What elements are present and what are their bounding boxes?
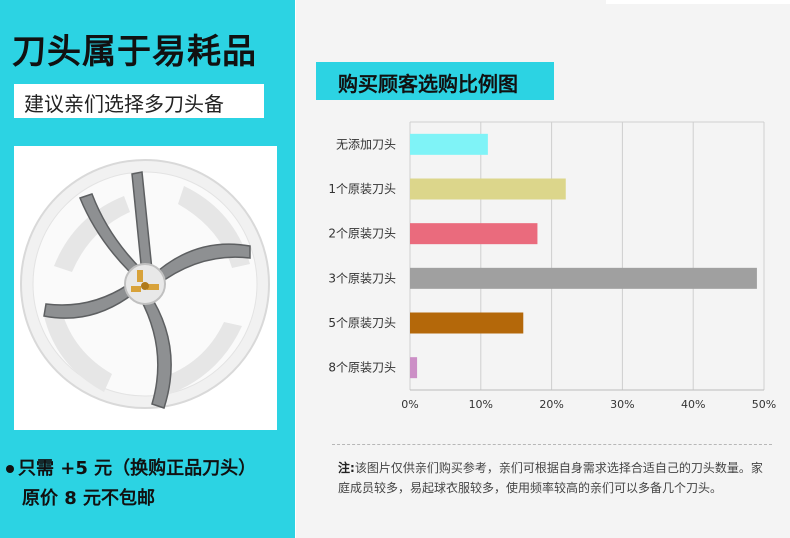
promo-line-1-text: 只需 +5 元（换购正品刀头） bbox=[18, 458, 257, 479]
headline: 刀头属于易耗品 bbox=[12, 32, 257, 72]
note-divider bbox=[332, 444, 772, 445]
note-lead: 注: bbox=[338, 461, 355, 475]
x-tick-label: 40% bbox=[681, 398, 705, 411]
x-tick-label: 0% bbox=[401, 398, 418, 411]
blade-disc-image bbox=[20, 159, 270, 409]
bar bbox=[410, 312, 524, 334]
note: 注:该图片仅供亲们购买参考，亲们可根据自身需求选择合适自己的刀头数量。家庭成员较… bbox=[338, 458, 768, 498]
bar bbox=[410, 178, 566, 200]
bar bbox=[410, 357, 418, 379]
chart-title-box: 购买顾客选购比例图 bbox=[316, 62, 554, 100]
plot-area bbox=[410, 122, 764, 390]
bar bbox=[410, 267, 757, 289]
x-tick-label: 20% bbox=[539, 398, 563, 411]
note-text: 该图片仅供亲们购买参考，亲们可根据自身需求选择合适自己的刀头数量。家庭成员较多，… bbox=[338, 461, 763, 495]
bar bbox=[410, 133, 488, 155]
category-label: 3个原装刀头 bbox=[328, 271, 396, 285]
subtitle-bar: 建议亲们选择多刀头备 bbox=[14, 84, 264, 118]
promo-line-2: 原价 8 元不包邮 bbox=[22, 488, 156, 509]
category-label: 5个原装刀头 bbox=[328, 316, 396, 330]
category-label: 1个原装刀头 bbox=[328, 182, 396, 196]
blade-photo bbox=[14, 146, 277, 430]
bullet-icon bbox=[6, 465, 14, 473]
x-tick-label: 50% bbox=[752, 398, 776, 411]
category-label: 8个原装刀头 bbox=[328, 361, 396, 375]
bar bbox=[410, 223, 538, 245]
x-tick-label: 10% bbox=[469, 398, 493, 411]
left-panel: 刀头属于易耗品 建议亲们选择多刀头备 bbox=[0, 0, 295, 538]
category-label: 无添加刀头 bbox=[336, 137, 396, 151]
top-divider bbox=[606, 0, 790, 4]
subtitle: 建议亲们选择多刀头备 bbox=[24, 92, 224, 116]
category-label: 2个原装刀头 bbox=[328, 227, 396, 241]
bar-chart: 0% 10% 20% 30% 40% 50% 无添加刀头 1个原装刀头 2个原装刀头 3个原装刀头… bbox=[328, 121, 776, 411]
promo-line-1: 只需 +5 元（换购正品刀头） bbox=[6, 454, 256, 480]
chart-title: 购买顾客选购比例图 bbox=[338, 72, 518, 96]
x-tick-label: 30% bbox=[610, 398, 634, 411]
